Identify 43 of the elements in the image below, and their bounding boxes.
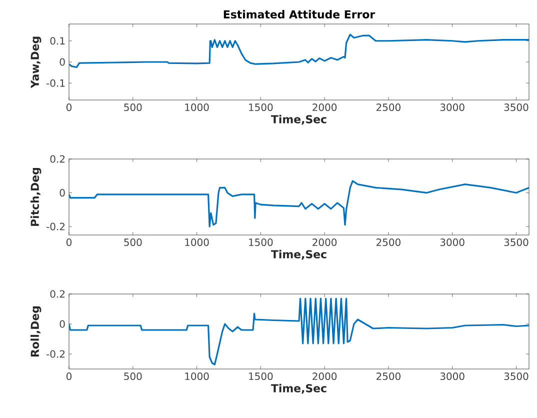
x-axis-title: Time,Sec <box>271 114 326 125</box>
x-tick-label: 1000 <box>185 104 209 112</box>
x-tick-label: 0 <box>66 372 72 380</box>
line-series <box>69 34 530 68</box>
x-tick-label: 3000 <box>440 372 464 380</box>
y-tick-label: 0.1 <box>50 37 65 45</box>
x-tick-label: 3500 <box>504 372 528 380</box>
x-axis-title: Time,Sec <box>271 250 326 260</box>
y-tick-label: -0.1 <box>46 79 65 87</box>
x-tick-label: 2000 <box>312 372 337 380</box>
y-tick-label: 0.2 <box>50 290 64 298</box>
x-tick-label: 3500 <box>504 238 528 246</box>
x-tick-label: 2500 <box>376 238 400 246</box>
x-tick-label: 2500 <box>376 372 400 380</box>
y-axis-title: Yaw,Deg <box>30 36 42 88</box>
y-axis-title: Pitch,Deg <box>30 168 42 226</box>
y-tick-label: 0 <box>60 320 65 328</box>
x-tick-label: 1000 <box>185 372 209 380</box>
x-tick-label: 500 <box>124 104 142 112</box>
y-tick-label: 0 <box>60 58 65 66</box>
x-tick-label: 2000 <box>312 238 337 246</box>
x-tick-label: 0 <box>66 238 72 246</box>
line-series <box>69 298 530 366</box>
x-tick-label: 3000 <box>440 238 464 246</box>
x-tick-label: 3000 <box>440 104 464 112</box>
x-tick-label: 500 <box>124 372 142 380</box>
x-tick-label: 2500 <box>376 104 400 112</box>
y-tick-label: 0 <box>60 188 65 197</box>
y-tick-label: -0.2 <box>46 222 64 230</box>
chart-title: Estimated Attitude Error <box>224 10 376 18</box>
y-tick-label: 0.2 <box>50 155 64 163</box>
x-axis-title: Time,Sec <box>271 384 326 394</box>
x-tick-label: 1500 <box>249 238 273 246</box>
x-tick-label: 500 <box>124 238 142 246</box>
x-tick-label: 2000 <box>312 104 337 112</box>
x-tick-label: 3500 <box>504 104 528 112</box>
y-axis-title: Roll,Deg <box>30 306 42 357</box>
y-tick-label: -0.2 <box>46 350 64 358</box>
line-series <box>69 180 530 228</box>
x-tick-label: 0 <box>66 104 72 112</box>
x-tick-label: 1500 <box>249 372 273 380</box>
x-tick-label: 1500 <box>249 104 273 112</box>
x-tick-label: 1000 <box>185 238 209 246</box>
